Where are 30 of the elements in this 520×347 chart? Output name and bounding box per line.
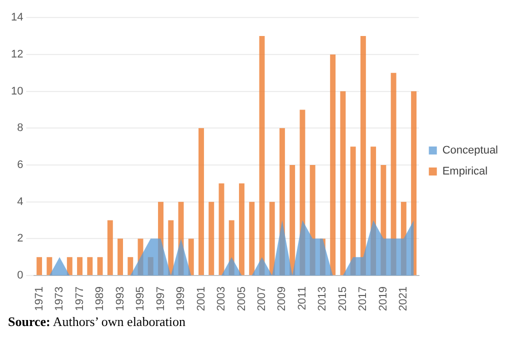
source-note: Source: Authors’ own elaboration [8,314,186,329]
x-tick-label: 2013 [316,286,329,312]
x-tick-label: 1993 [114,286,126,312]
legend-label: Empirical [442,166,488,178]
x-tick-label: 2021 [398,286,410,312]
y-tick-label: 10 [10,85,24,98]
y-tick-label: 12 [10,48,24,60]
x-tick-label: 1977 [74,286,86,312]
x-tick-label: 2017 [357,286,370,312]
y-tick-label: 0 [17,270,24,282]
x-tick-label: 2009 [276,286,288,312]
x-tick-label: 1997 [154,286,167,312]
x-tick-label: 2007 [256,286,268,312]
x-tick-label: 2015 [336,286,349,312]
x-tick-label: 2003 [216,286,228,312]
x-tick-label: 1999 [175,286,188,312]
x-tick-label: 2005 [236,286,248,312]
x-tick-label: 1995 [134,286,147,312]
y-tick-label: 14 [10,12,24,24]
x-tick-label: 1971 [33,286,46,312]
y-tick-label: 8 [17,122,24,134]
x-tick-label: 1989 [94,286,106,312]
x-tick-label: 1973 [54,286,66,312]
x-tick-label: 2019 [377,286,390,312]
x-tick-label: 2011 [296,286,308,310]
y-tick-label: 4 [17,196,24,208]
legend-label: Conceptual [442,144,498,157]
y-tick-label: 6 [17,159,24,172]
y-tick-label: 2 [17,232,24,245]
x-tick-label: 2001 [195,286,208,312]
